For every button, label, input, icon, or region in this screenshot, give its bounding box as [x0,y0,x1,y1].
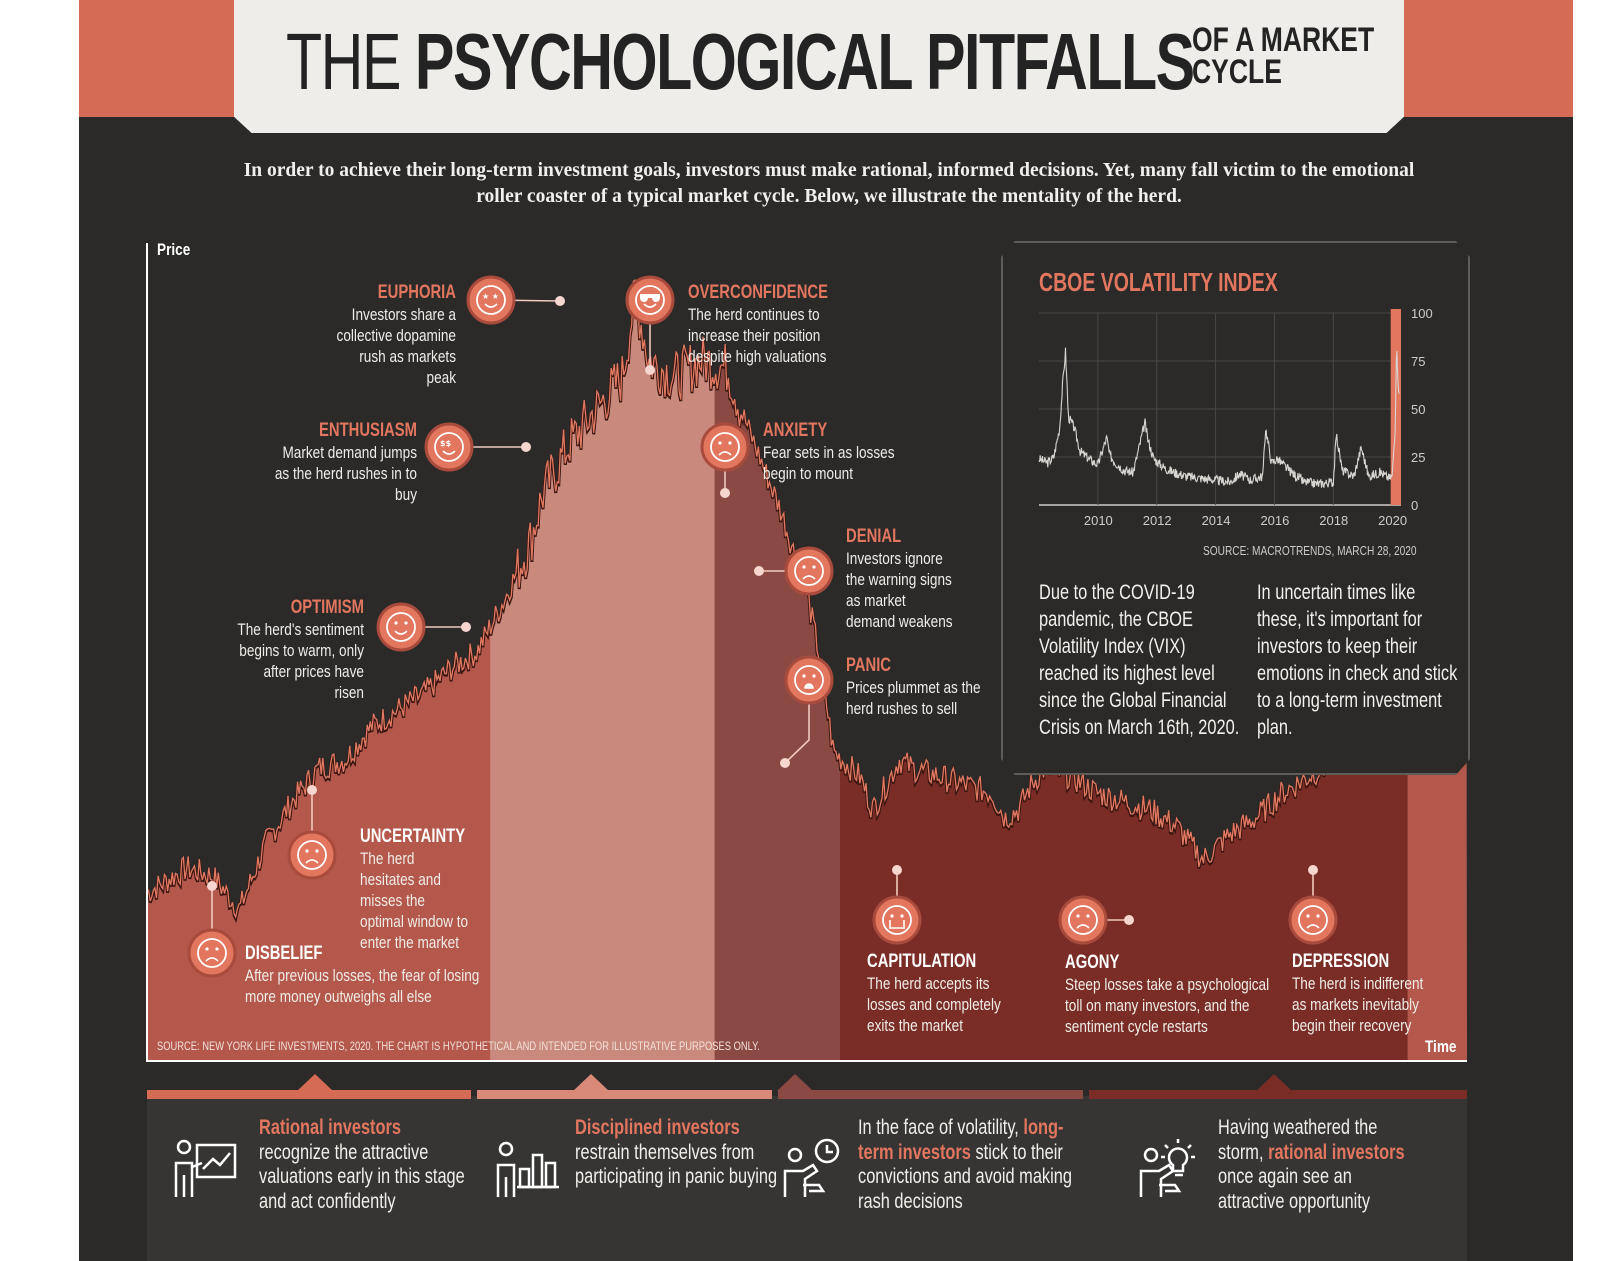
label-uncertainty: UNCERTAINTY The herd hesitates and misses… [360,826,469,952]
zone-3 [714,345,841,1061]
chart-source: SOURCE: NEW YORK LIFE INVESTMENTS, 2020.… [157,1039,760,1053]
tip-bar-4 [1089,1090,1467,1099]
sunglasses-face-icon [625,275,675,325]
vix-ytick: 50 [1411,402,1425,417]
worried-face-icon [287,830,337,880]
vix-grid [1039,312,1401,506]
svg-text:★ ★: ★ ★ [482,292,499,301]
tip-text-1: Rational investors recognize the attracti… [259,1116,465,1213]
person-lightbulb-icon [1139,1139,1195,1197]
marker-panic [780,655,834,768]
tip-text-4: Having weathered the storm, rational inv… [1218,1116,1405,1213]
label-anxiety: ANXIETY Fear sets in as losses begin to m… [763,420,895,483]
label-disbelief: DISBELIEF After previous losses, the fear… [245,943,480,1006]
tip-text-3: In the face of volatility, long-term inv… [858,1116,1072,1213]
annoyed-face-icon [784,546,834,596]
vix-chart: 0 25 50 75 100 2010 2012 2014 2016 2018 2020 [1038,306,1433,528]
scared-face-icon [784,655,834,705]
vix-xtick: 2010 [1084,513,1113,528]
infographic: THE PSYCHOLOGICAL PITFALLS OF A MARKET CY… [79,0,1573,1261]
intro-text: In order to achieve their long-term inve… [243,160,1415,207]
tip-pointer-3 [777,1074,813,1091]
vix-xtick: 2014 [1202,513,1231,528]
tip-bar-1 [147,1090,471,1099]
star-eyes-face-icon: ★ ★ [466,275,516,325]
tip-bar-2 [477,1090,772,1099]
vix-ytick: 75 [1411,354,1425,369]
label-capitulation: CAPITULATION The herd accepts its losses … [867,951,1001,1035]
vix-xtick: 2012 [1143,513,1172,528]
marker-optimism [376,602,471,652]
crying-face-icon [872,895,922,945]
presenter-chart-icon [174,1139,237,1197]
label-euphoria: EUPHORIA Investors share a collective dop… [336,282,456,387]
vix-text-right: In uncertain times like these, it's impo… [1257,581,1458,739]
marker-agony [1058,895,1134,945]
frown-face-icon [187,928,237,978]
vix-line [1038,347,1400,489]
tip-pointer-2 [573,1074,609,1091]
person-clock-icon [783,1138,840,1197]
tip-text-2: Disciplined investors restrain themselves… [575,1116,778,1188]
market-cycle-chart: $$ ★ ★ [145,243,1468,1062]
label-panic: PANIC Prices plummet as the herd rushes t… [846,655,981,718]
y-axis-label: Price [157,240,191,259]
label-enthusiasm: ENTHUSIASM Market demand jumps as the her… [274,420,417,504]
marker-enthusiasm: $$ [424,422,531,472]
tip-pointer-1 [297,1074,333,1091]
label-depression: DEPRESSION The herd is indifferent as mar… [1292,951,1424,1035]
sad-face-icon [1288,895,1338,945]
vix-source: SOURCE: MACROTRENDS, MARCH 28, 2020 [1203,543,1417,558]
label-optimism: OPTIMISM The herd's sentiment begins to w… [237,597,364,702]
x-axis-label: Time [1425,1037,1457,1056]
title-box: THE PSYCHOLOGICAL PITFALLS OF A MARKET CY… [234,0,1404,133]
label-overconfidence: OVERCONFIDENCE The herd continues to incr… [688,282,828,366]
phase-markers: $$ ★ ★ [187,275,1338,978]
title-light: THE [286,17,401,106]
title-small-1: OF A MARKET [1192,21,1375,59]
marker-uncertainty [287,785,337,880]
person-bar-chart-icon [496,1141,559,1197]
title-small: OF A MARKET CYCLE [1192,21,1375,91]
zone-4 [840,681,1409,1061]
marker-denial [754,546,834,596]
dollar-eyes-face-icon: $$ [424,422,474,472]
vix-xtick: 2020 [1378,513,1407,528]
anxious-face-icon [700,422,750,472]
marker-euphoria: ★ ★ [466,275,565,325]
page-title: THE PSYCHOLOGICAL PITFALLS [286,16,1195,108]
agony-face-icon [1058,895,1108,945]
title-small-2: CYCLE [1192,53,1282,91]
vix-ytick: 25 [1411,450,1425,465]
marker-overconfidence [625,275,675,375]
vix-ytick: 100 [1411,306,1433,321]
svg-text:$$: $$ [440,439,452,448]
label-agony: AGONY Steep losses take a psychological t… [1065,952,1270,1036]
marker-capitulation [872,865,922,945]
tip-pointer-4 [1256,1074,1292,1091]
label-denial: DENIAL Investors ignore the warning signs… [846,526,953,631]
vix-panel: CBOE VOLATILITY INDEX 0 25 50 75 100 2010 2012… [1001,241,1470,775]
tip-bar-3 [778,1090,1083,1099]
vix-xtick: 2018 [1319,513,1348,528]
smile-face-icon [376,602,426,652]
marker-depression [1288,865,1338,945]
vix-ytick: 0 [1411,498,1418,513]
marker-anxiety [700,422,750,498]
title-bold: PSYCHOLOGICAL PITFALLS [414,17,1195,106]
marker-disbelief [187,881,237,978]
vix-text-left: Due to the COVID-19 pandemic, the CBOE V… [1039,581,1240,739]
vix-xtick: 2016 [1260,513,1289,528]
vix-title: CBOE VOLATILITY INDEX [1039,267,1278,297]
